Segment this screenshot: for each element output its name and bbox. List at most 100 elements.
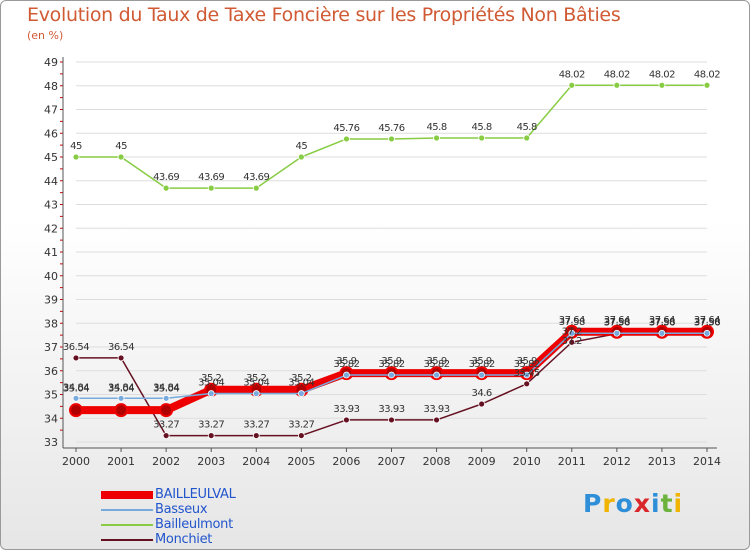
- data-label: 37.56: [694, 318, 720, 329]
- y-tick-label: 47: [44, 104, 58, 117]
- data-label: 34.6: [472, 388, 492, 399]
- x-tick-label: 2009: [468, 455, 496, 468]
- data-point: [568, 329, 576, 337]
- data-label: 33.27: [198, 420, 224, 431]
- chart-title: Evolution du Taux de Taxe Foncière sur l…: [27, 4, 621, 26]
- x-tick-label: 2007: [378, 455, 406, 468]
- data-point: [433, 134, 440, 142]
- data-point: [72, 354, 80, 362]
- data-point: [297, 390, 305, 397]
- data-label: 45.8: [426, 122, 446, 133]
- y-tick-label: 41: [44, 246, 58, 259]
- data-label: 33.93: [378, 404, 404, 415]
- data-point: [433, 371, 440, 379]
- legend-swatch: [101, 491, 153, 499]
- data-label: 35.04: [288, 378, 314, 389]
- data-point: [114, 403, 129, 418]
- x-tick-label: 2002: [152, 455, 180, 468]
- data-point: [613, 81, 621, 89]
- data-point: [252, 184, 260, 192]
- x-tick-label: 2001: [107, 455, 135, 468]
- x-tick-label: 2003: [197, 455, 225, 468]
- data-point: [207, 184, 215, 192]
- data-label: 34.84: [108, 382, 134, 393]
- data-label: 43.69: [243, 172, 269, 183]
- data-label: 37.2: [562, 326, 582, 337]
- y-tick-label: 35: [44, 389, 58, 402]
- data-point: [159, 403, 174, 418]
- y-tick-label: 42: [44, 222, 58, 235]
- data-label: 48.02: [559, 69, 585, 80]
- data-label: 37.64: [604, 315, 630, 326]
- data-label: 35.9: [517, 356, 537, 367]
- data-point: [297, 153, 305, 161]
- y-tick-label: 48: [44, 80, 58, 93]
- data-point: [162, 184, 170, 192]
- x-tick-label: 2000: [62, 455, 90, 468]
- data-label: 36.54: [108, 342, 134, 353]
- data-label: 43.69: [198, 172, 224, 183]
- data-point: [343, 135, 350, 143]
- data-point: [523, 134, 531, 142]
- data-label: 45: [70, 141, 82, 152]
- y-tick-label: 36: [44, 365, 58, 378]
- data-point: [478, 371, 486, 379]
- data-label: 37.56: [649, 318, 675, 329]
- data-label: 33.27: [153, 420, 179, 431]
- y-tick-label: 37: [44, 341, 58, 354]
- data-label: 48.02: [604, 69, 630, 80]
- data-point: [388, 135, 395, 143]
- data-label: 37.58: [604, 317, 630, 328]
- data-label: 35.2: [201, 373, 221, 384]
- data-label: 37.58: [649, 317, 675, 328]
- data-label: 45: [295, 141, 307, 152]
- data-label: 35.04: [243, 378, 269, 389]
- data-point: [72, 153, 80, 161]
- data-point: [658, 329, 666, 337]
- data-label: 35.04: [63, 383, 89, 394]
- data-point: [613, 329, 621, 337]
- data-label: 35.9: [381, 356, 401, 367]
- data-label: 45.76: [333, 123, 359, 134]
- x-tick-label: 2006: [332, 455, 360, 468]
- data-label: 48.02: [694, 69, 720, 80]
- data-label: 35.82: [378, 359, 404, 370]
- data-point: [162, 394, 170, 402]
- data-label: 45: [115, 141, 127, 152]
- y-tick-label: 43: [44, 199, 58, 212]
- data-point: [207, 432, 215, 439]
- data-point: [703, 329, 711, 337]
- data-label: 45.76: [378, 123, 404, 134]
- data-label: 36.54: [63, 342, 89, 353]
- data-point: [72, 394, 80, 402]
- y-tick-label: 46: [44, 127, 58, 140]
- data-label: 35.04: [198, 378, 224, 389]
- x-tick-label: 2011: [558, 455, 586, 468]
- data-label: 37.58: [694, 317, 720, 328]
- x-tick-label: 2008: [423, 455, 451, 468]
- data-point: [523, 380, 531, 388]
- x-tick-label: 2012: [603, 455, 631, 468]
- data-label: 35.82: [424, 359, 450, 370]
- legend-swatch: [101, 524, 153, 526]
- proxiti-logo: Proxiti: [583, 489, 684, 518]
- data-label: 37.58: [559, 317, 585, 328]
- data-label: 37.64: [694, 315, 720, 326]
- x-tick-label: 2013: [648, 455, 676, 468]
- data-label: 35.82: [469, 359, 495, 370]
- data-label: 35.9: [472, 356, 492, 367]
- y-tick-label: 39: [44, 294, 58, 307]
- data-label: 37.2: [562, 336, 582, 347]
- y-tick-label: 45: [44, 151, 58, 164]
- data-label: 43.69: [153, 172, 179, 183]
- data-label: 34.84: [153, 382, 179, 393]
- data-point: [117, 394, 125, 402]
- data-point: [568, 81, 576, 89]
- legend-swatch: [101, 539, 153, 541]
- data-label: 45.8: [517, 122, 537, 133]
- data-point: [117, 354, 125, 362]
- legend-swatch: [101, 509, 153, 511]
- data-point: [297, 432, 305, 439]
- y-tick-label: 49: [44, 56, 58, 69]
